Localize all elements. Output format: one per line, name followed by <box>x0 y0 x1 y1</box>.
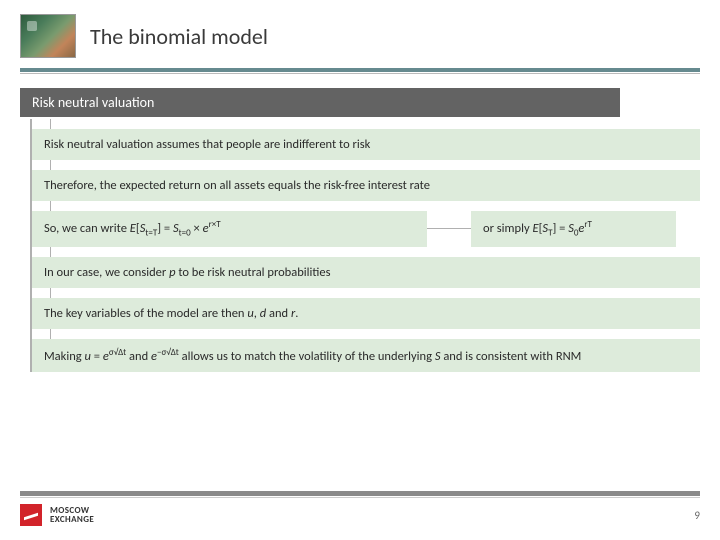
connector <box>50 160 51 170</box>
bullet-3b: or simply E[ST] = S0erT <box>471 211 676 247</box>
var-S: S <box>435 349 441 364</box>
eq: = <box>559 221 568 236</box>
title-divider <box>20 68 700 74</box>
sub: t=T <box>145 228 157 239</box>
times: × <box>194 221 203 236</box>
bullet-4: In our case, we consider p to be risk ne… <box>32 257 700 288</box>
text: Making <box>44 349 85 364</box>
bullet-5: The key variables of the model are then … <box>32 298 700 329</box>
text: allows us to match the volatility of the… <box>182 349 435 364</box>
brand-line2: EXCHANGE <box>50 515 94 524</box>
footer: MOSCOW EXCHANGE 9 <box>20 491 700 526</box>
bullet-2: Therefore, the expected return on all as… <box>32 170 700 201</box>
text: and <box>266 306 291 321</box>
brand-logo: MOSCOW EXCHANGE <box>20 504 94 526</box>
brand-mark-icon <box>20 504 42 526</box>
bullet-6: Making u = eσ√Δt and e−σ√Δt allows us to… <box>32 339 700 372</box>
text: The key variables of the model are then <box>44 306 247 321</box>
text: . <box>295 306 298 321</box>
connector <box>50 119 51 129</box>
slide-thumbnail <box>20 14 76 58</box>
rbr: ] <box>157 221 161 236</box>
text: In our case, we consider <box>44 265 169 280</box>
bullet-3a: So, we can write E[St=T] = St=0 × er×T <box>32 211 427 247</box>
section-heading: Risk neutral valuation <box>20 88 620 117</box>
connector <box>50 247 51 257</box>
connector <box>50 329 51 339</box>
sup: σ√Δt <box>109 347 126 358</box>
connector <box>50 201 51 211</box>
page-title: The binomial model <box>90 23 268 50</box>
text: So, we can write <box>44 221 130 236</box>
text: and <box>129 349 151 364</box>
page-number: 9 <box>694 509 700 522</box>
h-connector <box>427 228 471 229</box>
sup: −σ√Δt <box>157 347 179 358</box>
text: or simply <box>483 221 532 236</box>
sup: rT <box>584 219 592 230</box>
connector <box>50 288 51 298</box>
content-stack: Risk neutral valuation assumes that peop… <box>30 119 700 372</box>
bullet-3-row: So, we can write E[St=T] = St=0 × er×T o… <box>32 211 700 247</box>
footer-divider <box>20 491 700 498</box>
rbr: ] <box>552 221 556 236</box>
sub: t=0 <box>179 228 191 239</box>
text: to be risk neutral probabilities <box>176 265 331 280</box>
sup: r×T <box>209 219 221 230</box>
bullet-1: Risk neutral valuation assumes that peop… <box>32 129 700 160</box>
text: and is consistent with RNM <box>443 349 581 364</box>
eq: = <box>91 349 103 364</box>
brand-text: MOSCOW EXCHANGE <box>50 506 94 524</box>
eq: = <box>164 221 173 236</box>
